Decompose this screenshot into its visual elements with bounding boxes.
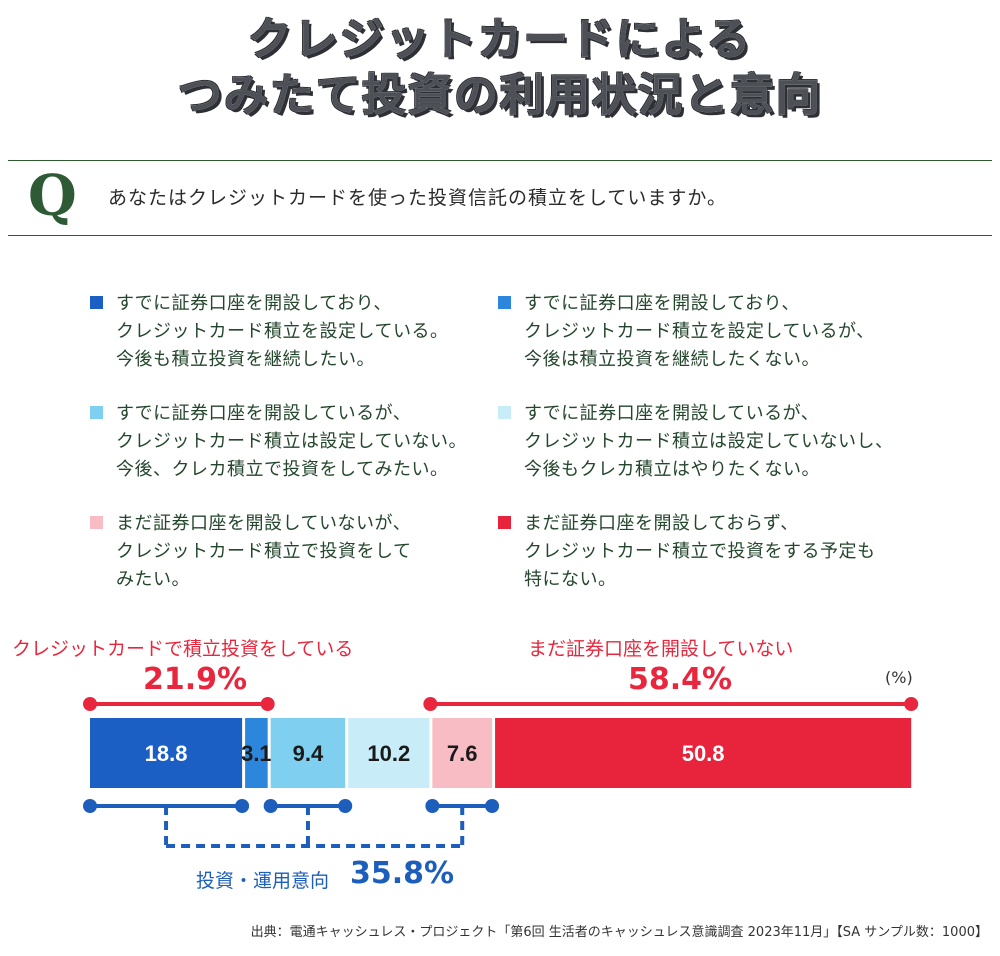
chart-title-line1: クレジットカードによる [246,13,753,67]
legend-2-line-2: クレジットカード積立を設定しているが、 [524,321,875,342]
bracket-bottom-3-dot-start [425,799,440,813]
bracket-right-value: 58.4% [628,662,733,697]
legend-swatch-5 [90,516,103,529]
bar-value-label-3: 9.4 [293,741,324,766]
legend-swatch-2 [498,296,511,309]
bracket-bottom-2-dot-start [263,799,278,813]
bar-value-label-6: 50.8 [682,741,725,766]
legend-swatch-1 [90,296,103,309]
chart-title-line2: つみたて投資の利用状況と意向 [177,69,822,123]
legend-2-line-3: 今後は積立投資を継続したくない。 [524,349,820,370]
bar-value-label-2: 3.1 [241,741,272,766]
bracket-top-right-dot-start [423,697,438,711]
question-band: Q あなたはクレジットカードを使った投資信託の積立をしていますか。 [8,160,992,236]
bracket-bottom-value: 35.8% [350,856,455,891]
bar-segment-4 [348,718,430,788]
legend-swatch-6 [498,516,511,529]
legend-1-line-2: クレジットカード積立を設定している。 [116,321,449,342]
unit-label: (%) [885,668,913,687]
legend-5-line-3: みたい。 [116,569,190,590]
legend-6-line-1: まだ証券口座を開設しておらず、 [524,513,799,534]
bracket-bottom-3-dot-end [485,799,500,813]
legend-4-line-1: すでに証券口座を開設しているが、 [524,403,820,424]
legend-4-line-3: 今後もクレカ積立はやりたくない。 [524,459,820,480]
bracket-bottom-1-dot-start [83,799,97,813]
legend-swatch-3 [90,406,103,419]
bracket-bottom-2-dot-end [338,799,353,813]
bar-segment-6 [495,718,912,788]
legend-6-line-2: クレジットカード積立で投資をする予定も [524,541,876,562]
legend-1-line-3: 今後も積立投資を継続したい。 [116,349,375,370]
bar-value-label-5: 7.6 [447,741,478,766]
legend-4-line-2: クレジットカード積立は設定していないし、 [524,431,894,452]
bar-segment-1 [90,718,243,788]
source-note: 出典：電通キャッシュレス・プロジェクト「第6回 生活者のキャッシュレス意識調査 … [250,925,988,940]
bracket-bottom-1-dot-end [235,799,250,813]
legend-5-line-1: まだ証券口座を開設していないが、 [116,513,412,534]
legend-2-line-1: すでに証券口座を開設しており、 [524,293,800,314]
bracket-top-left-dot-start [83,697,97,711]
legend-3-line-3: 今後、クレカ積立で投資をしてみたい。 [116,459,449,480]
bar-value-label-1: 18.8 [145,741,188,766]
legend-5-line-2: クレジットカード積立で投資をして [116,541,412,562]
legend-3-line-1: すでに証券口座を開設しているが、 [116,403,412,424]
legend-6-line-3: 特にない。 [524,569,617,590]
bracket-left-label: クレジットカードで積立投資をしている [12,638,354,660]
legend-1-line-1: すでに証券口座を開設しており、 [116,293,392,314]
question-text: あなたはクレジットカードを使った投資信託の積立をしていますか。 [108,187,728,209]
legend-swatch-4 [498,406,511,419]
bracket-bottom-label: 投資・運用意向 [196,870,330,892]
bar-segment-2 [245,718,268,788]
bar-value-label-4: 10.2 [367,741,410,766]
bracket-top-left-dot-end [260,697,275,711]
bracket-top-right-dot-end [904,697,919,711]
legend-3-line-2: クレジットカード積立は設定していない。 [116,431,467,452]
bracket-left-value: 21.9% [143,662,248,697]
bar-segment-5 [432,718,493,788]
bar-segment-3 [270,718,346,788]
question-letter: Q [28,163,77,229]
bracket-right-label: まだ証券口座を開設していない [528,638,794,660]
